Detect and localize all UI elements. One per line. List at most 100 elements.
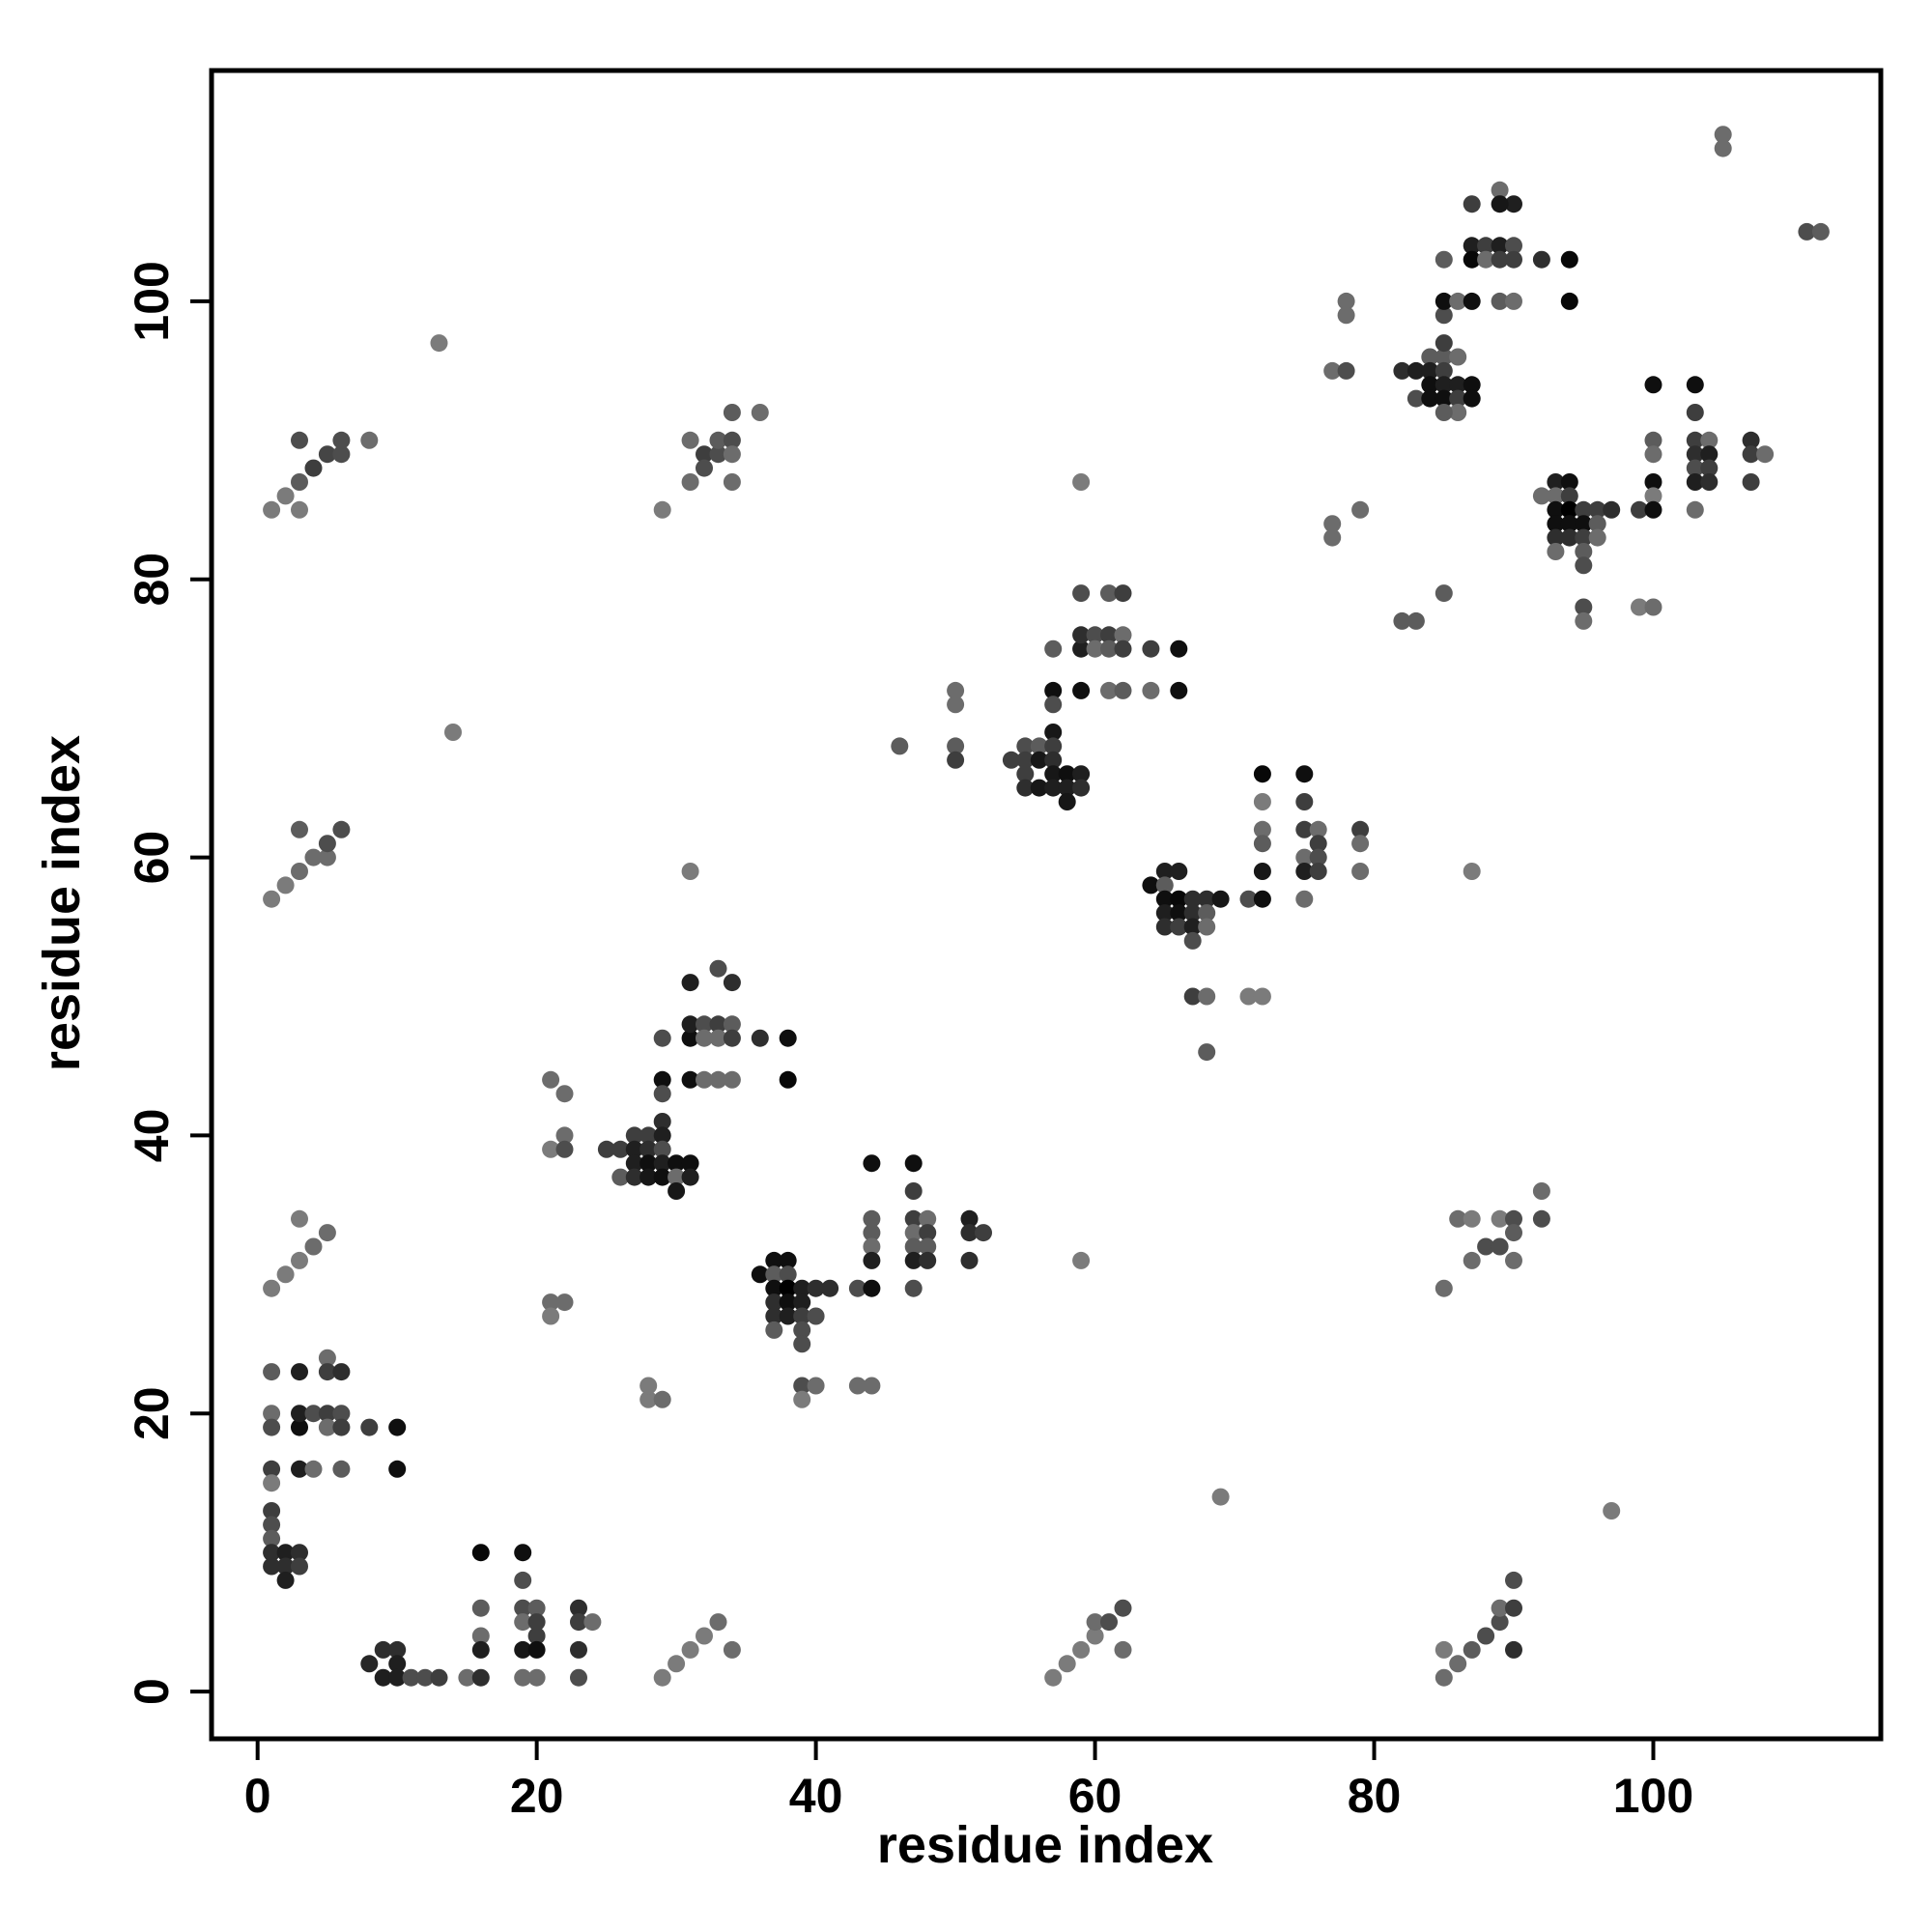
data-point [1170,918,1188,936]
data-point [1058,779,1076,797]
data-point [304,1460,323,1478]
data-point [1072,779,1091,797]
data-point [1295,863,1314,880]
data-point [276,876,295,895]
data-point [1155,904,1174,923]
data-point [1170,639,1188,658]
data-point [1072,765,1091,783]
data-point [863,1224,881,1242]
data-point [653,500,671,519]
data-point [904,1251,923,1269]
data-point [1491,292,1509,310]
data-point [1477,237,1495,255]
data-point [1631,500,1648,519]
data-point [723,1015,741,1034]
data-point [1547,515,1565,533]
data-point [291,1251,308,1269]
data-point [1030,751,1048,769]
data-point [318,445,336,464]
data-point [696,459,713,477]
data-point [1435,389,1453,408]
data-point [681,1029,699,1047]
data-point [696,445,713,464]
data-point [639,1140,658,1158]
data-point [444,724,462,741]
data-point [332,820,351,838]
data-point [597,1140,615,1158]
data-point [318,1405,336,1423]
data-point [1491,1237,1509,1256]
data-point [1114,584,1132,603]
data-point [1253,820,1271,838]
data-point [639,1377,658,1395]
data-point [1295,793,1314,810]
data-point [471,1668,490,1687]
data-point [388,1655,407,1673]
data-point [263,1279,281,1297]
data-point [696,1029,713,1047]
data-point [514,1668,532,1687]
data-point [291,1557,308,1576]
data-point [975,1224,992,1242]
data-point [1421,361,1439,380]
data-point [1211,890,1230,908]
data-point [1603,1502,1621,1520]
data-point [1560,473,1578,491]
data-point [904,1279,923,1297]
data-point [304,1405,323,1423]
data-point [668,1154,686,1173]
data-point [291,1405,308,1423]
data-point [1072,639,1091,658]
data-point [904,1209,923,1228]
data-point [1575,515,1593,533]
y-tick-label: 40 [125,1109,179,1163]
data-point [570,1640,587,1659]
data-point [1644,598,1662,616]
data-point [1072,1251,1091,1269]
data-point [1406,361,1425,380]
data-point [1463,1640,1481,1659]
data-point [1142,639,1160,658]
data-point [1198,987,1216,1006]
data-point [709,1015,727,1034]
data-point [1505,1571,1522,1589]
data-point [960,1224,979,1242]
data-point [332,431,351,449]
data-point [1700,473,1719,491]
data-point [681,473,699,491]
data-point [388,1418,407,1436]
data-point [1547,528,1565,547]
data-point [1560,515,1578,533]
data-point [1044,751,1063,769]
data-point [625,1154,643,1173]
data-point [1644,473,1662,491]
data-point [263,1474,281,1492]
data-point [891,737,909,755]
data-point [1309,863,1327,880]
data-point [263,890,281,908]
data-point [751,1029,769,1047]
data-point [332,1363,351,1381]
data-point [681,431,699,449]
data-point [360,431,379,449]
data-point [1072,473,1091,491]
data-point [1742,473,1760,491]
data-point [1100,584,1118,603]
data-point [1170,863,1188,880]
data-point [1644,487,1662,505]
data-point [1560,487,1578,505]
data-point [291,1363,308,1381]
data-point [653,1140,671,1158]
data-point [765,1265,783,1284]
data-point [1435,361,1453,380]
data-point [1756,445,1775,464]
data-point [1463,389,1481,408]
data-point [1100,639,1118,658]
data-point [1449,1655,1467,1673]
plot-frame [209,68,1884,1742]
data-point [765,1307,783,1325]
data-point [807,1377,825,1395]
data-point [625,1168,643,1186]
data-point [765,1251,783,1269]
data-point [527,1668,546,1687]
